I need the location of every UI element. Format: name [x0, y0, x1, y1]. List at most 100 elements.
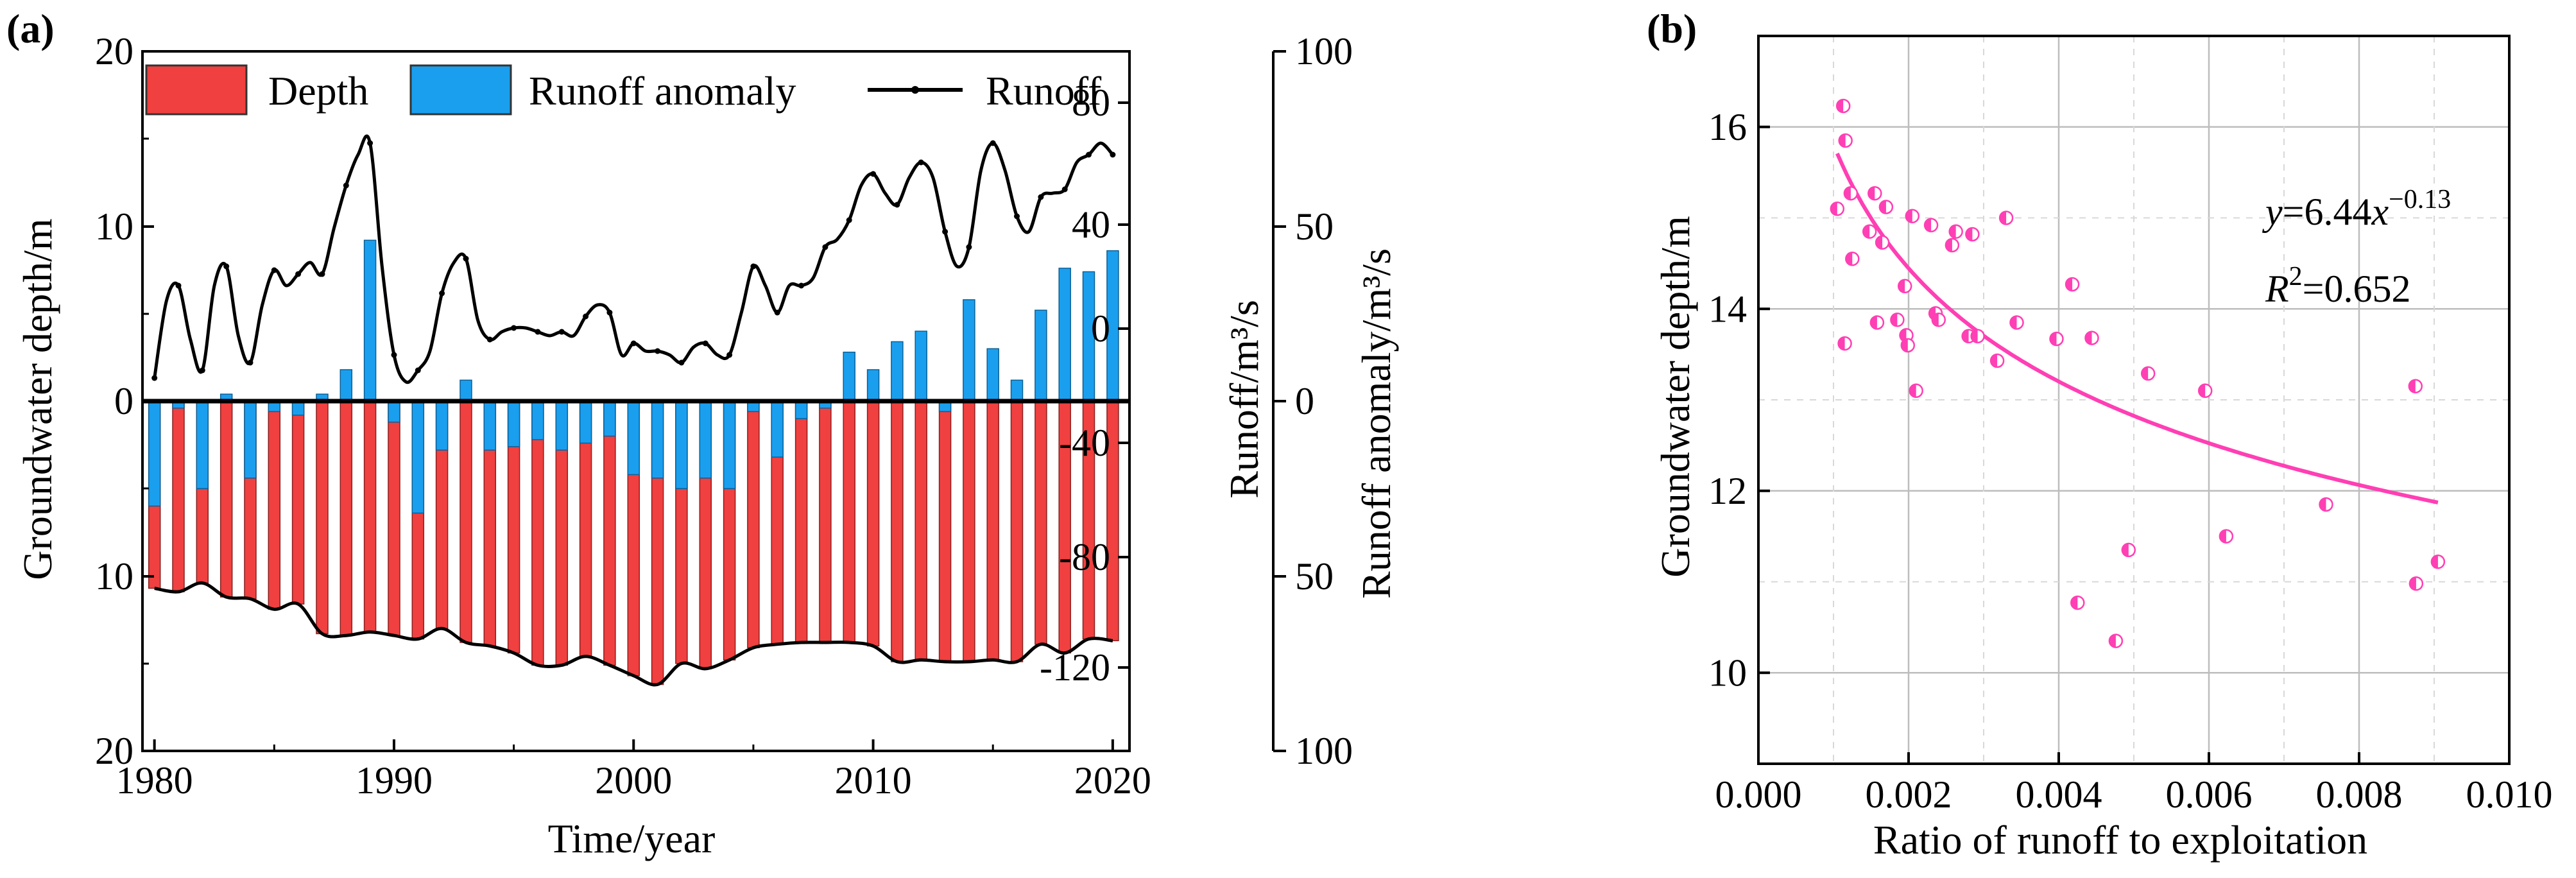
- x-tick-label-b: 0.008: [2316, 773, 2403, 816]
- legend-a: Depth Runoff anomaly Runoff: [145, 64, 1102, 116]
- anomaly-tick-label: 0: [1091, 307, 1110, 350]
- eq-y: y: [2262, 191, 2283, 233]
- runoff-point: [151, 375, 158, 381]
- r2-r: R: [2265, 268, 2289, 310]
- scatter-point: [1897, 279, 1912, 294]
- legend-swatch-anomaly: [409, 64, 512, 116]
- runoff-point: [894, 202, 900, 208]
- runoff-point: [583, 313, 589, 320]
- runoff-point: [990, 140, 996, 146]
- runoff-point: [199, 367, 205, 374]
- scatter-point: [1890, 313, 1905, 327]
- anomaly-bar: [483, 400, 497, 451]
- scatter-point: [1835, 98, 1851, 114]
- runoff-point: [678, 359, 685, 366]
- anomaly-tick-label: 40: [1072, 203, 1110, 246]
- y-tick-label-b: 14: [1708, 288, 1747, 330]
- anomaly-bar: [411, 400, 425, 514]
- scatter-point: [2065, 277, 2080, 292]
- runoff-point: [942, 228, 949, 235]
- runoff-point: [606, 309, 613, 316]
- anomaly-bar: [986, 348, 999, 402]
- scatter-points: [1830, 98, 2446, 648]
- legend-marker-runoff: [911, 86, 919, 94]
- depth-bar: [843, 400, 855, 643]
- point-fill: [2219, 529, 2226, 543]
- runoff-point: [391, 352, 397, 358]
- runoff-line: [153, 134, 1114, 384]
- runoff-point: [1038, 194, 1044, 200]
- anomaly-bar: [531, 400, 544, 440]
- runoff-tick-label: 0: [1295, 380, 1314, 422]
- runoff-axis-title: Runoff/m³/s: [1221, 300, 1267, 499]
- anomaly-tick-label: -120: [1040, 646, 1110, 689]
- scatter-point: [2319, 497, 2333, 512]
- depth-bar: [891, 400, 904, 662]
- anomaly-bar: [196, 400, 209, 490]
- panel-a-label: (a): [6, 6, 55, 51]
- anomaly-bar: [866, 369, 880, 402]
- anomaly-bar: [699, 400, 712, 479]
- point-fill: [1900, 329, 1907, 342]
- anomaly-tick-label: -80: [1059, 536, 1110, 578]
- scatter-point: [1878, 200, 1894, 214]
- scatter-point: [1905, 209, 1920, 223]
- scatter-point: [2009, 315, 2024, 330]
- anomaly-bar: [148, 400, 161, 507]
- anomaly-bar: [891, 341, 904, 402]
- scatter-point: [2140, 366, 2156, 381]
- point-fill: [2409, 379, 2416, 393]
- point-fill: [1901, 339, 1908, 352]
- x-tick-label-b: 0.004: [2016, 773, 2102, 816]
- depth-bar: [268, 400, 281, 610]
- fit-r2: R2=0.652: [2265, 262, 2411, 310]
- runoff-tick-label: 50: [1295, 555, 1334, 598]
- depth-bar: [388, 400, 400, 636]
- anomaly-bar: [388, 400, 400, 423]
- anomaly-bar: [603, 400, 616, 437]
- anomaly-bar: [339, 369, 353, 402]
- anomaly-tick-label: -40: [1059, 422, 1110, 464]
- runoff-point: [726, 352, 733, 358]
- runoff-point: [846, 217, 852, 223]
- scatter-point: [1845, 252, 1860, 266]
- depth-bar: [819, 400, 832, 643]
- y-axis-title-b: Groundwater depth/m: [1653, 216, 1698, 577]
- scatter-point: [2070, 595, 2085, 610]
- point-fill: [2319, 498, 2326, 511]
- runoff-point: [511, 325, 517, 331]
- depth-bar: [938, 400, 952, 662]
- runoff-point: [798, 282, 805, 289]
- x-tick-label: 1990: [356, 759, 433, 802]
- point-fill: [1830, 202, 1837, 216]
- scatter-point: [1965, 227, 1980, 242]
- x-tick-label-b: 0.000: [1715, 773, 1802, 816]
- scatter-point: [1989, 353, 2005, 368]
- eq-exp: −0.13: [2389, 185, 2451, 214]
- depth-bar: [531, 400, 544, 666]
- depth-bar: [363, 400, 377, 633]
- scatter-point: [1998, 211, 2014, 225]
- scatter-point: [2084, 331, 2099, 345]
- x-axis-title-a: Time/year: [548, 816, 716, 861]
- runoff-point: [271, 267, 277, 273]
- runoff-point: [870, 171, 877, 177]
- anomaly-bar: [771, 400, 784, 458]
- runoff-point: [463, 255, 469, 262]
- depth-line: [154, 581, 1113, 687]
- runoff-point: [439, 290, 445, 297]
- x-tick-label-b: 0.002: [1866, 773, 1952, 816]
- point-fill: [1891, 313, 1898, 327]
- runoff-points: [151, 140, 1116, 381]
- depth-bar: [914, 400, 927, 661]
- point-fill: [2066, 278, 2073, 291]
- legend-swatch-depth: [145, 64, 248, 116]
- plot-frame-b: [1757, 35, 2511, 765]
- scatter-point: [1948, 224, 1963, 239]
- depth-bar: [459, 400, 472, 643]
- point-fill: [2085, 331, 2092, 345]
- runoff-point: [295, 271, 302, 277]
- point-fill: [2010, 316, 2017, 329]
- scatter-point: [1869, 315, 1885, 330]
- anomaly-bar: [914, 331, 927, 402]
